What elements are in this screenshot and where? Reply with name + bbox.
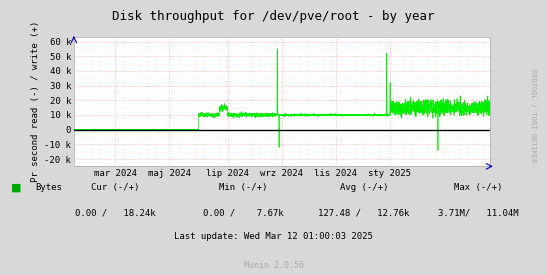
Text: Avg (-/+): Avg (-/+) bbox=[340, 183, 388, 192]
Text: Disk throughput for /dev/pve/root - by year: Disk throughput for /dev/pve/root - by y… bbox=[112, 10, 435, 23]
Text: Cur (-/+): Cur (-/+) bbox=[91, 183, 139, 192]
Text: 127.48 /   12.76k: 127.48 / 12.76k bbox=[318, 209, 410, 218]
Y-axis label: Pr second read (-) / write (+): Pr second read (-) / write (+) bbox=[31, 21, 40, 182]
Text: Max (-/+): Max (-/+) bbox=[455, 183, 503, 192]
Text: Last update: Wed Mar 12 01:00:03 2025: Last update: Wed Mar 12 01:00:03 2025 bbox=[174, 232, 373, 241]
Text: 3.71M/   11.04M: 3.71M/ 11.04M bbox=[438, 209, 519, 218]
Text: ■: ■ bbox=[11, 183, 21, 193]
Text: 0.00 /    7.67k: 0.00 / 7.67k bbox=[203, 209, 284, 218]
Text: Munin 2.0.56: Munin 2.0.56 bbox=[243, 260, 304, 270]
Text: 0.00 /   18.24k: 0.00 / 18.24k bbox=[74, 209, 155, 218]
Text: RRDTOOL / TOBI OETIKER: RRDTOOL / TOBI OETIKER bbox=[531, 69, 536, 162]
Text: Bytes: Bytes bbox=[36, 183, 62, 192]
Text: Min (-/+): Min (-/+) bbox=[219, 183, 267, 192]
